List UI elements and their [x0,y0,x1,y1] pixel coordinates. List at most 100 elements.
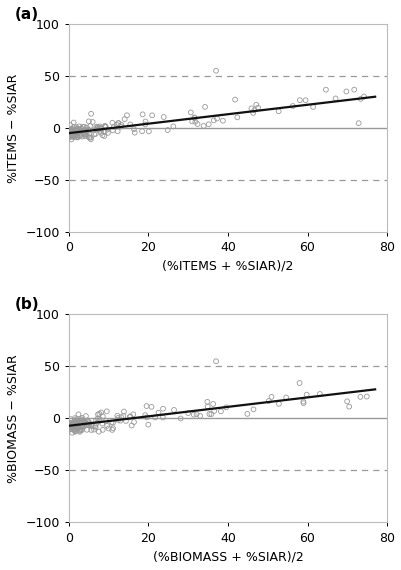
Point [96,409,102,418]
Point [177,414,183,423]
Point [74,424,81,433]
Point [83,127,89,136]
Point [70,118,77,127]
Point [67,420,73,429]
Point [101,132,107,141]
Point [345,402,352,411]
Point [194,120,200,129]
Point [80,417,86,426]
Point [79,132,85,141]
Point [69,428,75,437]
Point [71,131,78,140]
Point [148,402,154,412]
Point [109,118,115,127]
Point [99,419,105,428]
Point [115,119,122,128]
Point [77,417,83,426]
Point [68,126,74,135]
Point [76,132,83,141]
Point [72,132,78,141]
Point [101,122,108,131]
Point [211,406,217,416]
Y-axis label: %ITEMS − %SIAR: %ITEMS − %SIAR [7,73,20,182]
Point [93,419,99,428]
Point [68,125,75,134]
Point [247,104,254,113]
Point [67,128,74,137]
Point [83,412,89,421]
Point [73,124,80,133]
Point [67,126,73,135]
Point [184,409,191,418]
Point [78,422,84,431]
Point [73,419,79,428]
Point [70,125,77,134]
Point [120,412,126,421]
Point [67,420,73,429]
Point [94,123,101,132]
Point [70,129,76,139]
Point [83,421,89,430]
Point [126,412,133,421]
Point [78,422,84,431]
Point [81,130,87,139]
Point [99,131,105,140]
Point [67,421,73,430]
Point [109,418,116,428]
Point [92,129,99,139]
Point [192,117,198,127]
Point [103,417,109,426]
X-axis label: (%ITEMS + %SIAR)/2: (%ITEMS + %SIAR)/2 [162,259,293,272]
Point [316,389,322,398]
Point [82,132,88,141]
Point [188,117,195,126]
Point [71,414,78,423]
Point [164,125,170,135]
Point [191,113,198,123]
Point [231,95,238,104]
Point [87,133,94,142]
Point [74,125,81,135]
Point [77,421,84,430]
Point [69,131,76,140]
Point [343,397,350,406]
Point [68,124,75,133]
Point [67,132,73,141]
Point [93,416,99,425]
Point [356,392,363,401]
Point [67,125,73,135]
Point [350,85,356,94]
Point [251,105,257,115]
Point [73,418,79,427]
Point [85,133,92,142]
Point [138,127,145,136]
Point [252,100,259,109]
Point [75,410,81,419]
Point [78,124,85,133]
Point [78,127,84,136]
Point [120,407,127,416]
Point [92,423,99,432]
Point [103,421,110,430]
Point [145,127,152,136]
Point [83,418,89,428]
Point [98,124,104,133]
Point [300,397,306,406]
Point [96,122,103,131]
Point [275,107,281,116]
Point [69,421,76,430]
Point [85,125,91,135]
Point [77,418,84,428]
Point [67,120,73,129]
Point [94,123,101,132]
Point [142,410,148,420]
Point [73,123,79,132]
Point [109,425,115,434]
Point [75,124,82,133]
Point [309,102,316,111]
Point [332,94,338,103]
Point [275,399,282,408]
Point [78,416,85,425]
Point [105,128,111,137]
Point [74,422,81,431]
